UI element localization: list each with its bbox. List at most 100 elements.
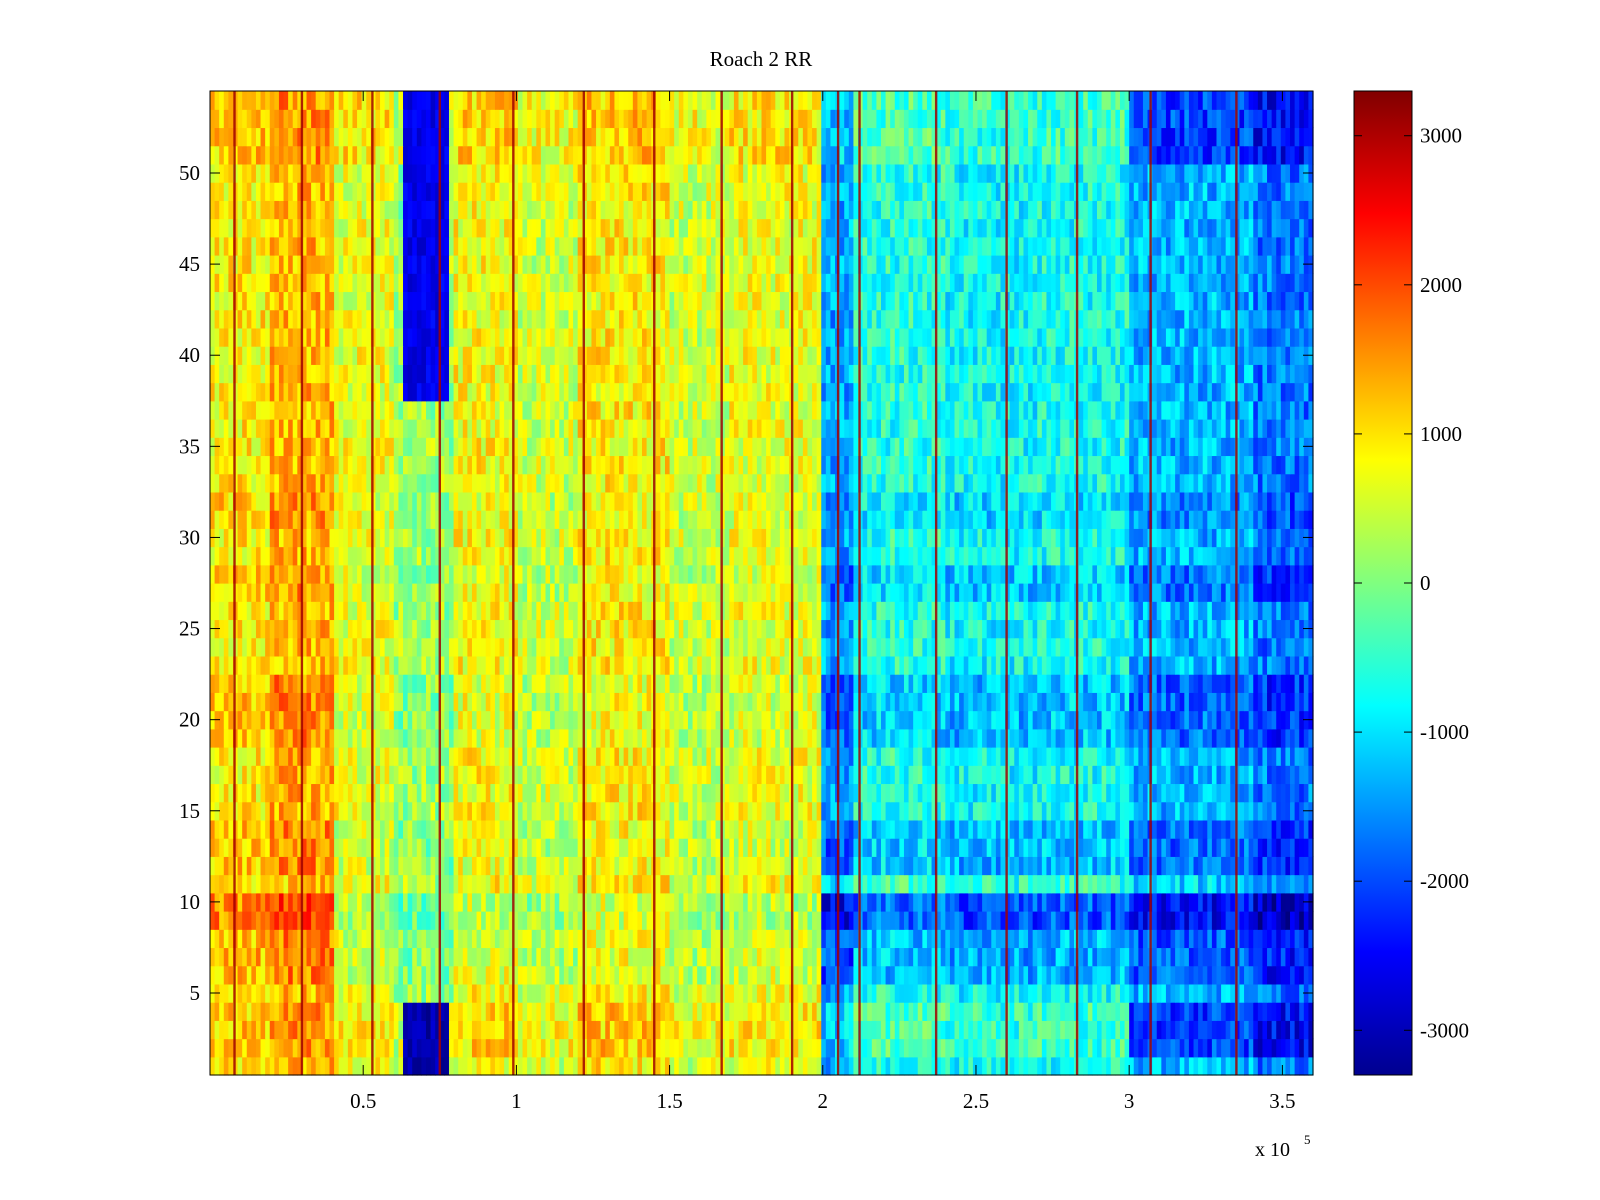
heatmap-cell bbox=[1188, 856, 1195, 876]
heatmap-cell bbox=[995, 856, 1002, 876]
heatmap-cell bbox=[311, 947, 317, 967]
heatmap-cell bbox=[710, 947, 717, 967]
heatmap-cell bbox=[426, 965, 432, 985]
heatmap-cell bbox=[219, 692, 225, 712]
heatmap-cell bbox=[380, 911, 386, 930]
heatmap-cell bbox=[513, 856, 519, 876]
heatmap-cell bbox=[917, 965, 923, 985]
heatmap-cell bbox=[1055, 801, 1061, 821]
heatmap-cell bbox=[1211, 1038, 1218, 1058]
heatmap-cell bbox=[453, 765, 459, 785]
heatmap-cell bbox=[825, 947, 832, 967]
heatmap-cell bbox=[710, 911, 717, 930]
heatmap-cell bbox=[1202, 1002, 1208, 1021]
heatmap-cell bbox=[573, 838, 579, 857]
heatmap-cell bbox=[237, 1038, 243, 1058]
heatmap-cell bbox=[867, 911, 873, 930]
heatmap-cell bbox=[959, 929, 965, 949]
heatmap-cell bbox=[1230, 1038, 1236, 1058]
heatmap-cell bbox=[807, 692, 813, 712]
heatmap-cell bbox=[403, 765, 409, 785]
heatmap-cell bbox=[1276, 765, 1282, 785]
heatmap-cell bbox=[619, 692, 625, 712]
heatmap-cell bbox=[1119, 747, 1126, 766]
heatmap-cell bbox=[775, 1020, 781, 1040]
heatmap-cell bbox=[1051, 965, 1057, 985]
heatmap-cell bbox=[596, 874, 602, 894]
heatmap-cell bbox=[674, 856, 680, 876]
heatmap-cell bbox=[1078, 1020, 1084, 1040]
heatmap-cell bbox=[1299, 1020, 1305, 1040]
heatmap-cell bbox=[766, 783, 772, 803]
heatmap-cell bbox=[366, 856, 372, 876]
heatmap-cell bbox=[1138, 1038, 1144, 1058]
heatmap-cell bbox=[747, 710, 753, 730]
heatmap-cell bbox=[269, 965, 275, 985]
heatmap-cell bbox=[343, 819, 349, 839]
heatmap-cell bbox=[729, 911, 735, 930]
heatmap-cell bbox=[306, 911, 312, 930]
heatmap-cell bbox=[1239, 728, 1245, 748]
heatmap-cell bbox=[389, 1002, 395, 1021]
heatmap-cell bbox=[255, 947, 262, 967]
heatmap-cell bbox=[357, 801, 363, 821]
heatmap-cell bbox=[802, 747, 809, 766]
heatmap-cell bbox=[412, 892, 418, 912]
heatmap-cell bbox=[554, 856, 560, 876]
heatmap-cell bbox=[260, 947, 266, 967]
heatmap-cell bbox=[1064, 728, 1071, 748]
heatmap-cell bbox=[770, 856, 776, 876]
heatmap-cell bbox=[743, 874, 749, 894]
heatmap-cell bbox=[738, 819, 744, 839]
heatmap-cell bbox=[1267, 801, 1273, 821]
heatmap-cell bbox=[288, 911, 294, 930]
heatmap-cell bbox=[426, 710, 432, 730]
heatmap-cell bbox=[453, 856, 459, 876]
heatmap-cell bbox=[812, 692, 818, 712]
heatmap-cell bbox=[596, 856, 602, 876]
heatmap-cell bbox=[752, 801, 758, 821]
heatmap-cell bbox=[701, 983, 707, 1003]
heatmap-cell bbox=[1253, 1002, 1259, 1021]
heatmap-cell bbox=[1285, 710, 1291, 730]
heatmap-cell bbox=[453, 1056, 459, 1076]
heatmap-cell bbox=[1046, 801, 1052, 821]
heatmap-cell bbox=[237, 728, 243, 748]
heatmap-cell bbox=[986, 874, 992, 894]
heatmap-cell bbox=[366, 929, 372, 949]
heatmap-cell bbox=[1239, 947, 1245, 967]
heatmap-cell bbox=[779, 911, 786, 930]
heatmap-cell bbox=[481, 1056, 487, 1076]
heatmap-cell bbox=[1110, 801, 1116, 821]
heatmap-cell bbox=[770, 983, 776, 1003]
heatmap-cell bbox=[646, 965, 652, 985]
heatmap-cell bbox=[554, 983, 560, 1003]
heatmap-cell bbox=[297, 1020, 303, 1040]
heatmap-cell bbox=[550, 892, 556, 912]
heatmap-cell bbox=[600, 965, 606, 985]
heatmap-cell bbox=[324, 801, 331, 821]
heatmap-cell bbox=[1225, 929, 1231, 949]
heatmap-cell bbox=[1032, 819, 1038, 839]
heatmap-cell bbox=[637, 710, 643, 730]
heatmap-cell bbox=[246, 983, 252, 1003]
heatmap-cell bbox=[462, 1056, 468, 1076]
heatmap-cell bbox=[959, 874, 965, 894]
heatmap-cell bbox=[692, 1020, 698, 1040]
heatmap-cell bbox=[1244, 892, 1250, 912]
heatmap-cell bbox=[724, 947, 730, 967]
heatmap-cell bbox=[467, 1002, 473, 1021]
heatmap-cell bbox=[577, 1056, 583, 1076]
heatmap-cell bbox=[1294, 1002, 1300, 1021]
heatmap-cell bbox=[853, 856, 859, 876]
heatmap-cell bbox=[931, 892, 937, 912]
heatmap-cell bbox=[577, 1002, 583, 1021]
heatmap-cell bbox=[536, 1002, 542, 1021]
heatmap-cell bbox=[527, 947, 533, 967]
heatmap-cell bbox=[885, 1020, 891, 1040]
heatmap-cell bbox=[246, 801, 252, 821]
heatmap-cell bbox=[1069, 965, 1075, 985]
heatmap-cell bbox=[770, 911, 776, 930]
heatmap-cell bbox=[687, 929, 694, 949]
heatmap-cell bbox=[614, 819, 620, 839]
